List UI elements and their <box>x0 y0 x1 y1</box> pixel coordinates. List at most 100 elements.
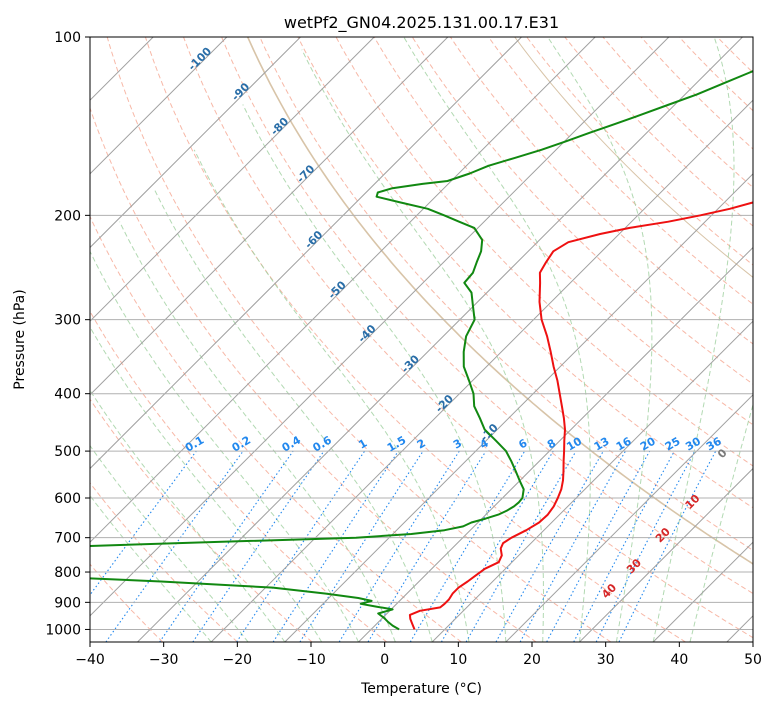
dry-adiabat <box>221 37 753 595</box>
isotherm <box>90 37 375 322</box>
dry-adiabat <box>259 37 753 551</box>
x-tick-label: 20 <box>523 652 541 668</box>
isotherm <box>358 246 753 642</box>
theta-arcs <box>246 24 775 642</box>
wetbulb-label: 20 <box>653 525 673 545</box>
isotherm-label: -80 <box>268 115 291 138</box>
mixing-ratio-line <box>618 450 717 642</box>
moist-adiabats <box>90 37 753 642</box>
isotherm-label: -60 <box>302 228 325 251</box>
theta-arc <box>246 37 753 565</box>
x-tick-label: −20 <box>223 652 253 668</box>
mixing-ratio-line <box>409 450 526 642</box>
x-tick-label: −40 <box>75 652 105 668</box>
plot-area: 0.1 0.2 0.4 0.6 1 1.5 2 3 4 6 8 10 13 16 20 25 30 36-100-… <box>0 24 775 642</box>
isotherm <box>579 467 753 642</box>
temperature-line <box>408 201 753 630</box>
isotherm-label: -30 <box>399 352 422 375</box>
y-tick-label: 800 <box>54 565 81 581</box>
moist-adiabat <box>652 37 735 642</box>
isotherms <box>0 37 753 642</box>
y-tick-label: 300 <box>54 313 81 329</box>
moist-adiabat <box>403 37 591 642</box>
dry-adiabat <box>335 37 753 467</box>
isotherm <box>90 37 522 470</box>
mixing-ratio-line <box>90 450 197 596</box>
isotherm <box>90 37 670 617</box>
isotherm <box>210 99 753 642</box>
dry-adiabat <box>106 37 612 642</box>
isotherm <box>652 541 753 642</box>
y-axis-label: Pressure (hPa) <box>12 289 28 389</box>
isotherm-label: -70 <box>294 162 317 185</box>
isotherm <box>0 37 6 642</box>
y-tick-label: 900 <box>54 595 81 611</box>
moist-adiabat <box>119 221 396 642</box>
mixing-ratio-line <box>159 450 294 642</box>
mixing-ratio-line <box>440 450 554 642</box>
chart-title: wetPf2_GN04.2025.131.00.17.E31 <box>284 13 559 33</box>
x-tick-label: 10 <box>449 652 467 668</box>
y-tick-label: 700 <box>54 531 81 547</box>
plot-frame <box>89 36 754 643</box>
dry-adiabat <box>90 106 537 642</box>
mixing-ratio-line <box>519 450 626 642</box>
mixing-ratio-line <box>105 450 244 642</box>
moist-adiabat <box>547 37 653 642</box>
dry-adiabat <box>182 37 753 639</box>
mixing-ratio-line <box>546 450 651 642</box>
x-tick-label: 0 <box>380 652 389 668</box>
x-tick-label: 50 <box>744 652 762 668</box>
y-tick-label: 600 <box>54 491 81 507</box>
isotherm-label: -100 <box>186 44 215 73</box>
moist-adiabat <box>193 149 470 642</box>
mixing-ratio-line <box>495 450 604 642</box>
isotherm <box>284 173 753 642</box>
isotherm <box>90 37 301 249</box>
y-axis-ticks: 100 200 300 400 500 600 700 800 900 1000 <box>45 30 90 638</box>
moist-adiabat <box>689 403 753 642</box>
moist-adiabat <box>90 389 286 642</box>
moist-adiabat <box>301 49 544 642</box>
dry-adiabat <box>716 37 753 74</box>
dry-adiabats <box>90 24 775 642</box>
pressure-gridlines <box>90 37 753 630</box>
dry-adiabat <box>90 398 313 642</box>
mixing-ratio-line <box>192 450 325 642</box>
moist-adiabat <box>90 494 212 642</box>
mixing-ratio-line <box>573 450 675 642</box>
dewpoint-line <box>90 70 753 631</box>
wetbulb-label: 30 <box>624 556 644 576</box>
isotherm <box>90 37 449 396</box>
y-tick-label: 200 <box>54 208 81 224</box>
x-tick-label: 40 <box>670 652 688 668</box>
x-axis-ticks: −40 −30 −20 −10 0 10 20 30 40 50 <box>75 642 762 668</box>
moist-adiabat <box>90 326 323 642</box>
moist-adiabat <box>90 251 359 642</box>
isotherm <box>90 37 228 175</box>
isotherm-label: -50 <box>326 278 349 301</box>
y-tick-label: 1000 <box>45 622 81 638</box>
mixing-ratio-label: 2 <box>415 437 428 452</box>
dry-adiabat <box>742 24 775 642</box>
isotherm <box>505 394 753 642</box>
dry-adiabat <box>90 563 164 642</box>
dry-adiabat <box>90 482 238 642</box>
wetbulb-label: 40 <box>599 581 619 601</box>
mixing-ratio-label: 1 <box>356 437 369 452</box>
y-tick-label: 400 <box>54 387 81 403</box>
mixing-ratio-line <box>299 450 424 642</box>
dry-adiabat <box>487 37 753 305</box>
moist-adiabat <box>242 104 507 642</box>
x-tick-label: −30 <box>149 652 179 668</box>
mixing-ratio-line <box>272 450 399 642</box>
mixing-ratio-lines <box>90 450 717 642</box>
theta-arc <box>768 24 775 642</box>
isotherm-label: -90 <box>229 80 252 103</box>
moist-adiabat <box>153 187 433 642</box>
x-axis-label: Temperature (°C) <box>360 681 482 697</box>
profile-series <box>90 70 753 631</box>
dry-adiabat <box>373 37 753 426</box>
dry-adiabat <box>90 310 388 642</box>
mixing-ratio-line <box>595 450 696 642</box>
